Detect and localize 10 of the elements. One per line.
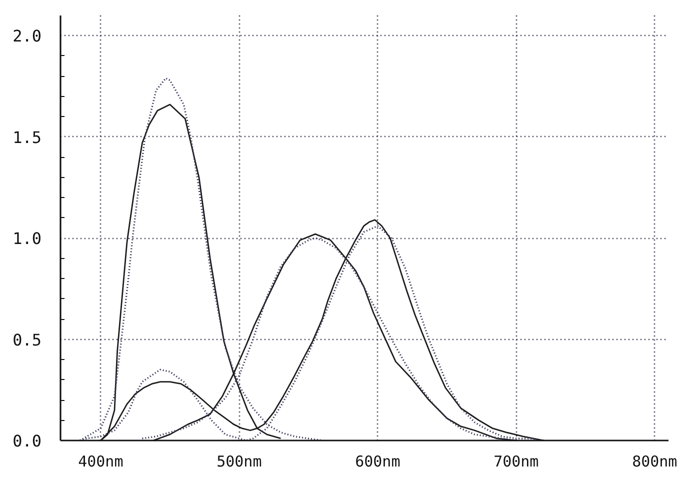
x-tick-label: 600nm bbox=[355, 452, 400, 470]
y-tick-label: 0.0 bbox=[12, 432, 42, 450]
y-tick-label: 2.0 bbox=[12, 26, 42, 46]
x-tick-label: 500nm bbox=[216, 452, 262, 470]
x-tick-label: 400nm bbox=[78, 452, 124, 470]
y-tick-label: 1.0 bbox=[12, 229, 42, 248]
x-tick-label: 800nm bbox=[632, 452, 678, 470]
x-tick-label: 700nm bbox=[494, 452, 539, 470]
y-tick-label: 1.5 bbox=[12, 128, 42, 147]
y-tick-label: 0.5 bbox=[12, 330, 42, 350]
